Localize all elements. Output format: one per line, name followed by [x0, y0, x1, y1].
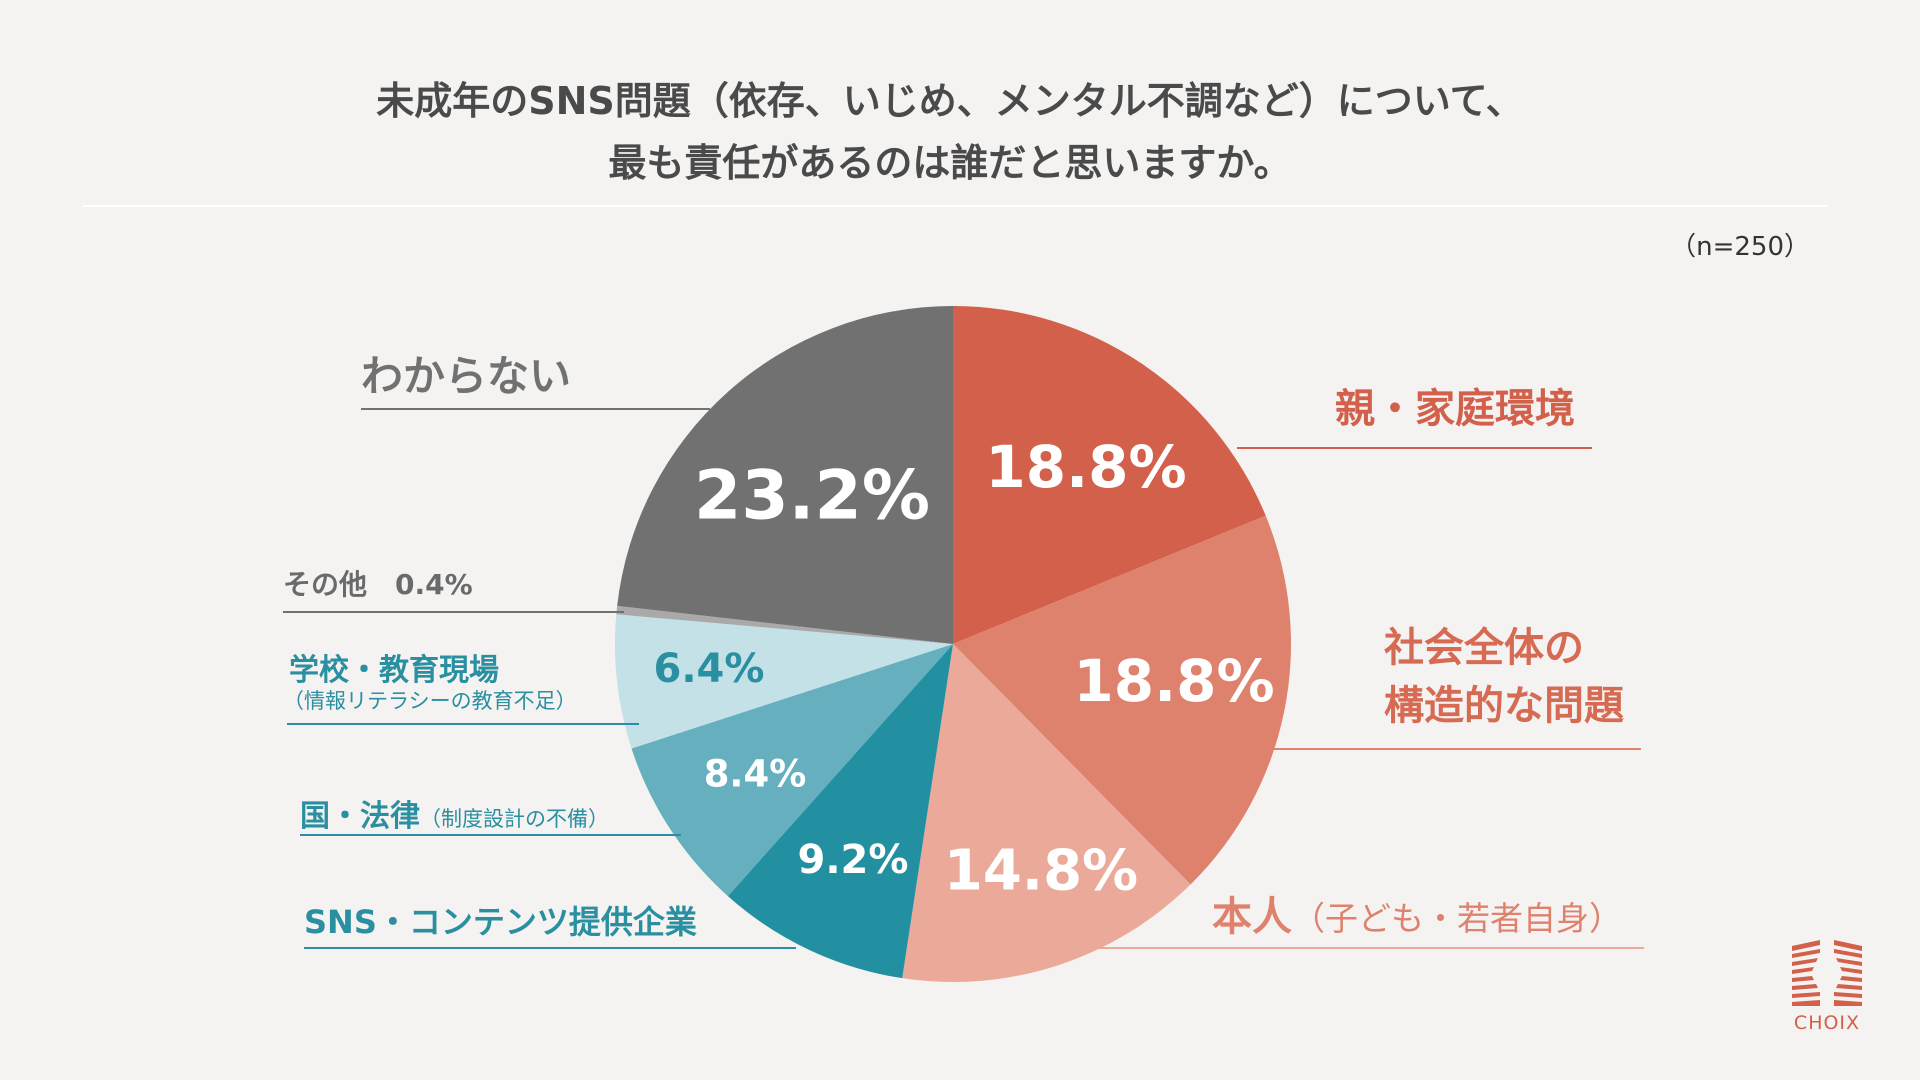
choix-logo-text: CHOIX — [1793, 1012, 1861, 1034]
pie-slice-government — [631, 644, 953, 897]
choix-logo: CHOIX — [1790, 940, 1864, 1034]
value-label-society: 18.8% — [1073, 647, 1275, 715]
title-line-2: 最も責任があるのは誰だと思いますか。 — [608, 141, 1292, 185]
label-self: 本人（子ども・若者自身） — [1212, 884, 1622, 942]
divider — [83, 205, 1828, 207]
label-government-sub: （制度設計の不備） — [420, 807, 609, 831]
label-school: 学校・教育現場 — [289, 653, 499, 688]
leader-line-dont-know — [361, 408, 710, 410]
label-government: 国・法律（制度設計の不備） — [300, 791, 609, 835]
value-label-school: 6.4% — [653, 646, 765, 692]
title-line-1: 未成年のSNS問題（依存、いじめ、メンタル不調など）について、 — [376, 79, 1524, 123]
label-school-sub: （情報リテラシーの教育不足） — [283, 689, 577, 713]
label-society-1: 社会全体の — [1384, 625, 1584, 671]
leader-line-self — [1041, 947, 1644, 949]
pie-slice-sns-companies — [727, 644, 953, 979]
label-parents: 親・家庭環境 — [1335, 386, 1575, 432]
leader-line-school — [287, 723, 639, 725]
label-other-value: 0.4% — [395, 568, 473, 601]
label-other: その他 0.4% — [283, 563, 473, 603]
label-sns-companies: SNS・コンテンツ提供企業 — [304, 903, 697, 941]
leader-line-government — [300, 834, 681, 836]
pie-slice-other — [616, 605, 953, 644]
leader-line-other — [283, 611, 624, 613]
label-self-sub: （子ども・若者自身） — [1292, 899, 1622, 938]
label-self-main: 本人 — [1212, 894, 1292, 940]
pie-slice-school — [615, 614, 953, 749]
label-government-main: 国・法律 — [300, 799, 420, 834]
label-dont-know: わからない — [361, 351, 572, 401]
pie-slice-self — [902, 644, 1191, 983]
value-label-parents: 18.8% — [985, 433, 1187, 501]
leader-line-sns-companies — [304, 947, 796, 949]
leader-line-society — [1273, 748, 1641, 750]
choix-logo-mark — [1792, 940, 1862, 1006]
pie-slice-society — [953, 515, 1291, 885]
pie-slice-dont-know — [617, 306, 953, 644]
value-label-dont-know: 23.2% — [694, 456, 930, 536]
leader-line-parents — [1237, 447, 1592, 449]
value-label-government: 8.4% — [703, 752, 807, 796]
value-label-self: 14.8% — [943, 838, 1139, 904]
value-label-sns-companies: 9.2% — [797, 837, 909, 883]
label-society-2: 構造的な問題 — [1384, 683, 1624, 729]
pie-slice-parents — [953, 306, 1266, 644]
label-other-main: その他 — [283, 568, 368, 601]
sample-size: （n=250） — [1670, 232, 1810, 262]
